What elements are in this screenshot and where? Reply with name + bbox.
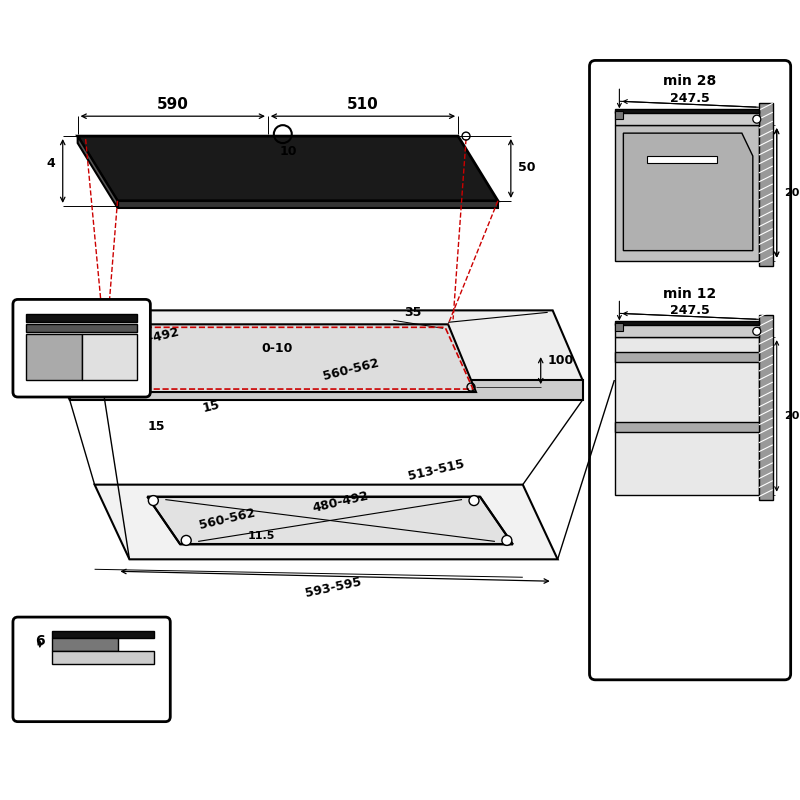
Polygon shape xyxy=(615,352,758,362)
Text: 35: 35 xyxy=(405,306,422,319)
Circle shape xyxy=(148,495,158,506)
Text: 10: 10 xyxy=(280,145,298,158)
Polygon shape xyxy=(615,338,758,494)
Polygon shape xyxy=(615,125,758,261)
Polygon shape xyxy=(615,323,758,338)
Text: 15: 15 xyxy=(201,398,221,415)
Text: 560-562: 560-562 xyxy=(321,357,380,383)
Polygon shape xyxy=(70,380,582,400)
Polygon shape xyxy=(118,201,498,208)
Circle shape xyxy=(469,495,479,506)
Polygon shape xyxy=(758,103,773,266)
Text: 10: 10 xyxy=(705,344,720,354)
Text: 50: 50 xyxy=(518,162,535,174)
Text: 0-10: 0-10 xyxy=(261,342,293,354)
Text: 590: 590 xyxy=(157,97,189,112)
Text: 510: 510 xyxy=(347,97,379,112)
Polygon shape xyxy=(52,638,118,651)
Circle shape xyxy=(182,535,191,546)
Polygon shape xyxy=(623,133,753,250)
Text: 247.5: 247.5 xyxy=(670,304,710,317)
Polygon shape xyxy=(615,323,623,331)
Polygon shape xyxy=(40,310,582,380)
Circle shape xyxy=(753,327,761,335)
Text: 560-562: 560-562 xyxy=(198,506,257,532)
Polygon shape xyxy=(615,422,758,432)
Text: 247.5: 247.5 xyxy=(670,92,710,105)
Text: 20: 20 xyxy=(784,188,799,198)
Text: min 12: min 12 xyxy=(663,287,717,302)
Text: 20: 20 xyxy=(784,411,799,421)
Text: 4: 4 xyxy=(46,157,54,170)
Text: 480-492: 480-492 xyxy=(122,325,181,351)
Text: 593-595: 593-595 xyxy=(304,575,363,599)
Polygon shape xyxy=(758,315,773,499)
Polygon shape xyxy=(78,136,498,201)
Polygon shape xyxy=(107,324,476,392)
Polygon shape xyxy=(615,110,758,114)
Text: 60: 60 xyxy=(685,392,701,402)
Polygon shape xyxy=(647,156,717,163)
Polygon shape xyxy=(82,334,138,380)
Polygon shape xyxy=(26,324,138,332)
Polygon shape xyxy=(26,334,82,380)
Text: 6: 6 xyxy=(35,634,45,648)
Circle shape xyxy=(753,115,761,123)
Text: 100: 100 xyxy=(548,354,574,366)
Polygon shape xyxy=(26,314,138,322)
FancyBboxPatch shape xyxy=(13,299,150,397)
Polygon shape xyxy=(52,651,154,664)
Polygon shape xyxy=(78,136,118,208)
Text: min 28: min 28 xyxy=(663,74,717,88)
Polygon shape xyxy=(94,485,558,559)
Polygon shape xyxy=(147,497,513,544)
Polygon shape xyxy=(52,631,154,638)
Text: 11.5: 11.5 xyxy=(247,531,274,542)
Polygon shape xyxy=(615,322,758,326)
Polygon shape xyxy=(615,111,623,119)
FancyBboxPatch shape xyxy=(13,617,170,722)
Text: 15: 15 xyxy=(147,420,165,434)
Polygon shape xyxy=(615,111,758,125)
FancyBboxPatch shape xyxy=(590,61,790,680)
Circle shape xyxy=(502,535,512,546)
Polygon shape xyxy=(40,310,70,400)
Text: 480-492: 480-492 xyxy=(311,490,370,515)
Text: 513-515: 513-515 xyxy=(406,457,466,482)
